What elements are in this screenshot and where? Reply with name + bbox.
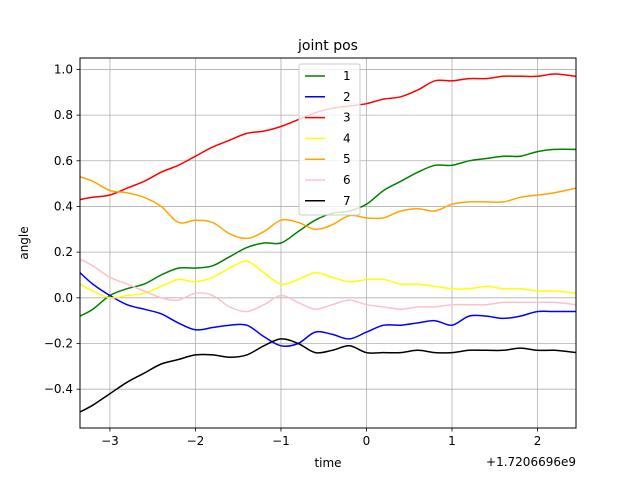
x-tick-label: −1 [272, 434, 290, 448]
series-line-7 [80, 338, 576, 413]
y-tick-label: −0.2 [44, 336, 73, 350]
legend-label-2: 2 [343, 90, 351, 104]
series-line-2 [80, 272, 576, 347]
legend: 1 2 3 4 5 6 7 [298, 63, 361, 216]
legend-label-5: 5 [343, 152, 351, 166]
series-line-4 [80, 260, 576, 299]
ticks: −3 −2 −1 0 1 2 −0.4 −0.2 0.0 0.2 0.4 0.6 0.8 1.0 [44, 62, 541, 448]
y-tick-label: 1.0 [54, 62, 73, 76]
y-tick-label: 0.6 [54, 154, 73, 168]
plot-frame [79, 57, 577, 429]
y-tick-label: 0.4 [54, 199, 73, 213]
y-tick-label: 0.0 [54, 291, 73, 305]
legend-label-7: 7 [343, 194, 351, 208]
legend-label-4: 4 [343, 131, 351, 145]
x-offset-label: +1.7206696e9 [486, 455, 576, 469]
chart-title: joint pos [297, 38, 358, 54]
series-line-5 [80, 176, 576, 240]
x-axis-label: time [314, 456, 341, 470]
legend-label-1: 1 [343, 69, 351, 83]
y-tick-label: −0.4 [44, 382, 73, 396]
y-axis-label: angle [17, 226, 31, 259]
x-tick-label: 1 [448, 434, 456, 448]
series-line-6 [80, 258, 576, 313]
x-tick-label: −3 [101, 434, 119, 448]
y-tick-label: 0.2 [54, 245, 73, 259]
x-tick-label: 2 [534, 434, 542, 448]
legend-label-3: 3 [343, 111, 351, 125]
x-tick-label: 0 [363, 434, 371, 448]
series-line-1 [80, 148, 576, 317]
y-tick-label: 0.8 [54, 108, 73, 122]
legend-box [298, 63, 361, 216]
series-layer [80, 73, 576, 413]
legend-label-6: 6 [343, 173, 351, 187]
x-tick-label: −2 [187, 434, 205, 448]
